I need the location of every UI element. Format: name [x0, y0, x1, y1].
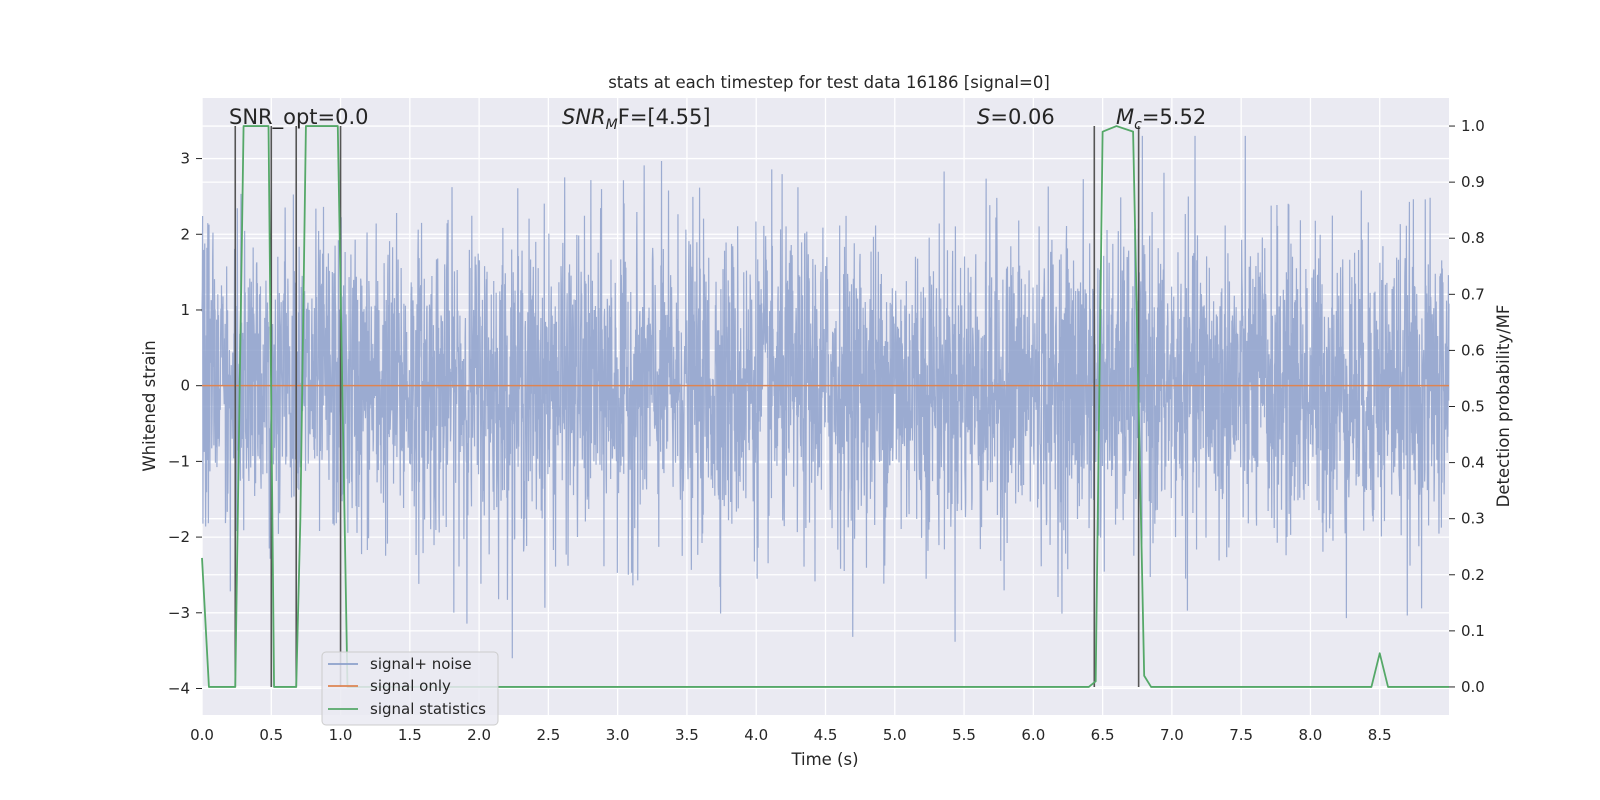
y2-tick-label-5: 0.5 — [1461, 398, 1485, 416]
annotation-mc-var: M — [1116, 105, 1134, 129]
signal-statistics-line — [201, 125, 1449, 688]
x-tick-label-10: 5.0 — [883, 726, 907, 744]
y2-tick-label-7: 0.7 — [1461, 285, 1485, 303]
y2-tick-label-1: 0.1 — [1461, 622, 1485, 640]
y-tick-label-4: 0 — [180, 377, 190, 395]
x-tick-label-4: 2.0 — [467, 726, 491, 744]
x-tick-label-16: 8.0 — [1299, 726, 1323, 744]
annotation-mc-rest: =5.52 — [1142, 105, 1206, 129]
y2-tick-label-6: 0.6 — [1461, 341, 1485, 359]
y-axis-label: Whitened strain — [140, 340, 159, 471]
y2-tick-label-8: 0.8 — [1461, 229, 1485, 247]
x-tick-label-15: 7.5 — [1229, 726, 1253, 744]
annotation-snr-mf-rest: F=[4.55] — [618, 105, 711, 129]
annotation-s-rest: =0.06 — [990, 105, 1054, 129]
y2-axis-label: Detection probability/MF — [1494, 305, 1513, 508]
y-axis-left: −4 −3 −2 −1 0 1 2 3 — [168, 150, 202, 698]
y2-tick-label-9: 0.9 — [1461, 173, 1485, 191]
y2-tick-label-4: 0.4 — [1461, 454, 1485, 472]
annotation-snr-mf: SNRMF=[4.55] — [562, 105, 711, 133]
x-tick-label-11: 5.5 — [952, 726, 976, 744]
y-tick-label-2: −2 — [168, 528, 190, 546]
x-tick-label-7: 3.5 — [675, 726, 699, 744]
y-tick-label-5: 1 — [180, 301, 190, 319]
x-tick-label-17: 8.5 — [1368, 726, 1392, 744]
legend-entry-signal-statistics: signal statistics — [370, 700, 486, 718]
x-tick-label-2: 1.0 — [329, 726, 353, 744]
y2-tick-label-10: 1.0 — [1461, 117, 1485, 135]
annotation-s-var: S — [977, 105, 990, 129]
x-tick-label-1: 0.5 — [259, 726, 283, 744]
x-tick-label-6: 3.0 — [606, 726, 630, 744]
x-tick-label-5: 2.5 — [536, 726, 560, 744]
y-tick-label-6: 2 — [180, 225, 190, 243]
y-tick-label-3: −1 — [168, 452, 190, 470]
annotation-s: S=0.06 — [977, 105, 1055, 129]
y2-tick-label-2: 0.2 — [1461, 566, 1485, 584]
x-tick-label-9: 4.5 — [814, 726, 838, 744]
x-tick-label-13: 6.5 — [1091, 726, 1115, 744]
y2-tick-label-3: 0.3 — [1461, 510, 1485, 528]
legend: signal+ noise signal only signal statist… — [321, 651, 499, 726]
y2-tick-label-0: 0.0 — [1461, 678, 1485, 696]
annotation-snr-mf-sub: M — [606, 117, 618, 133]
x-tick-label-14: 7.0 — [1160, 726, 1184, 744]
x-axis-label: Time (s) — [790, 750, 858, 769]
legend-entry-signal-only: signal only — [370, 677, 451, 695]
x-tick-label-12: 6.0 — [1021, 726, 1045, 744]
x-axis: 0.0 0.5 1.0 1.5 2.0 2.5 3.0 3.5 4.0 4.5 5.0 5.5 6.0 6… — [190, 726, 1392, 744]
y-tick-label-7: 3 — [180, 150, 190, 168]
series-signal-noise — [201, 135, 1450, 659]
signal-noise-line — [201, 135, 1450, 659]
x-tick-label-3: 1.5 — [398, 726, 422, 744]
annotation-snr-opt: SNR_opt=0.0 — [229, 105, 369, 130]
y-axis-right: 0.0 0.1 0.2 0.3 0.4 0.5 0.6 0.7 0.8 0.9 1.0 — [1449, 117, 1485, 696]
legend-box — [321, 651, 499, 726]
y-tick-label-1: −3 — [168, 604, 190, 622]
chart-title: stats at each timestep for test data 161… — [608, 73, 1050, 92]
series-signal-statistics — [201, 125, 1449, 688]
y-tick-label-0: −4 — [168, 680, 190, 698]
x-tick-label-8: 4.0 — [744, 726, 768, 744]
annotation-mc-sub: c — [1134, 117, 1142, 133]
annotation-mc: Mc=5.52 — [1116, 105, 1206, 133]
annotation-snr-mf-var: SNR — [562, 105, 606, 129]
x-tick-label-0: 0.0 — [190, 726, 214, 744]
legend-entry-signal-noise: signal+ noise — [370, 655, 472, 673]
